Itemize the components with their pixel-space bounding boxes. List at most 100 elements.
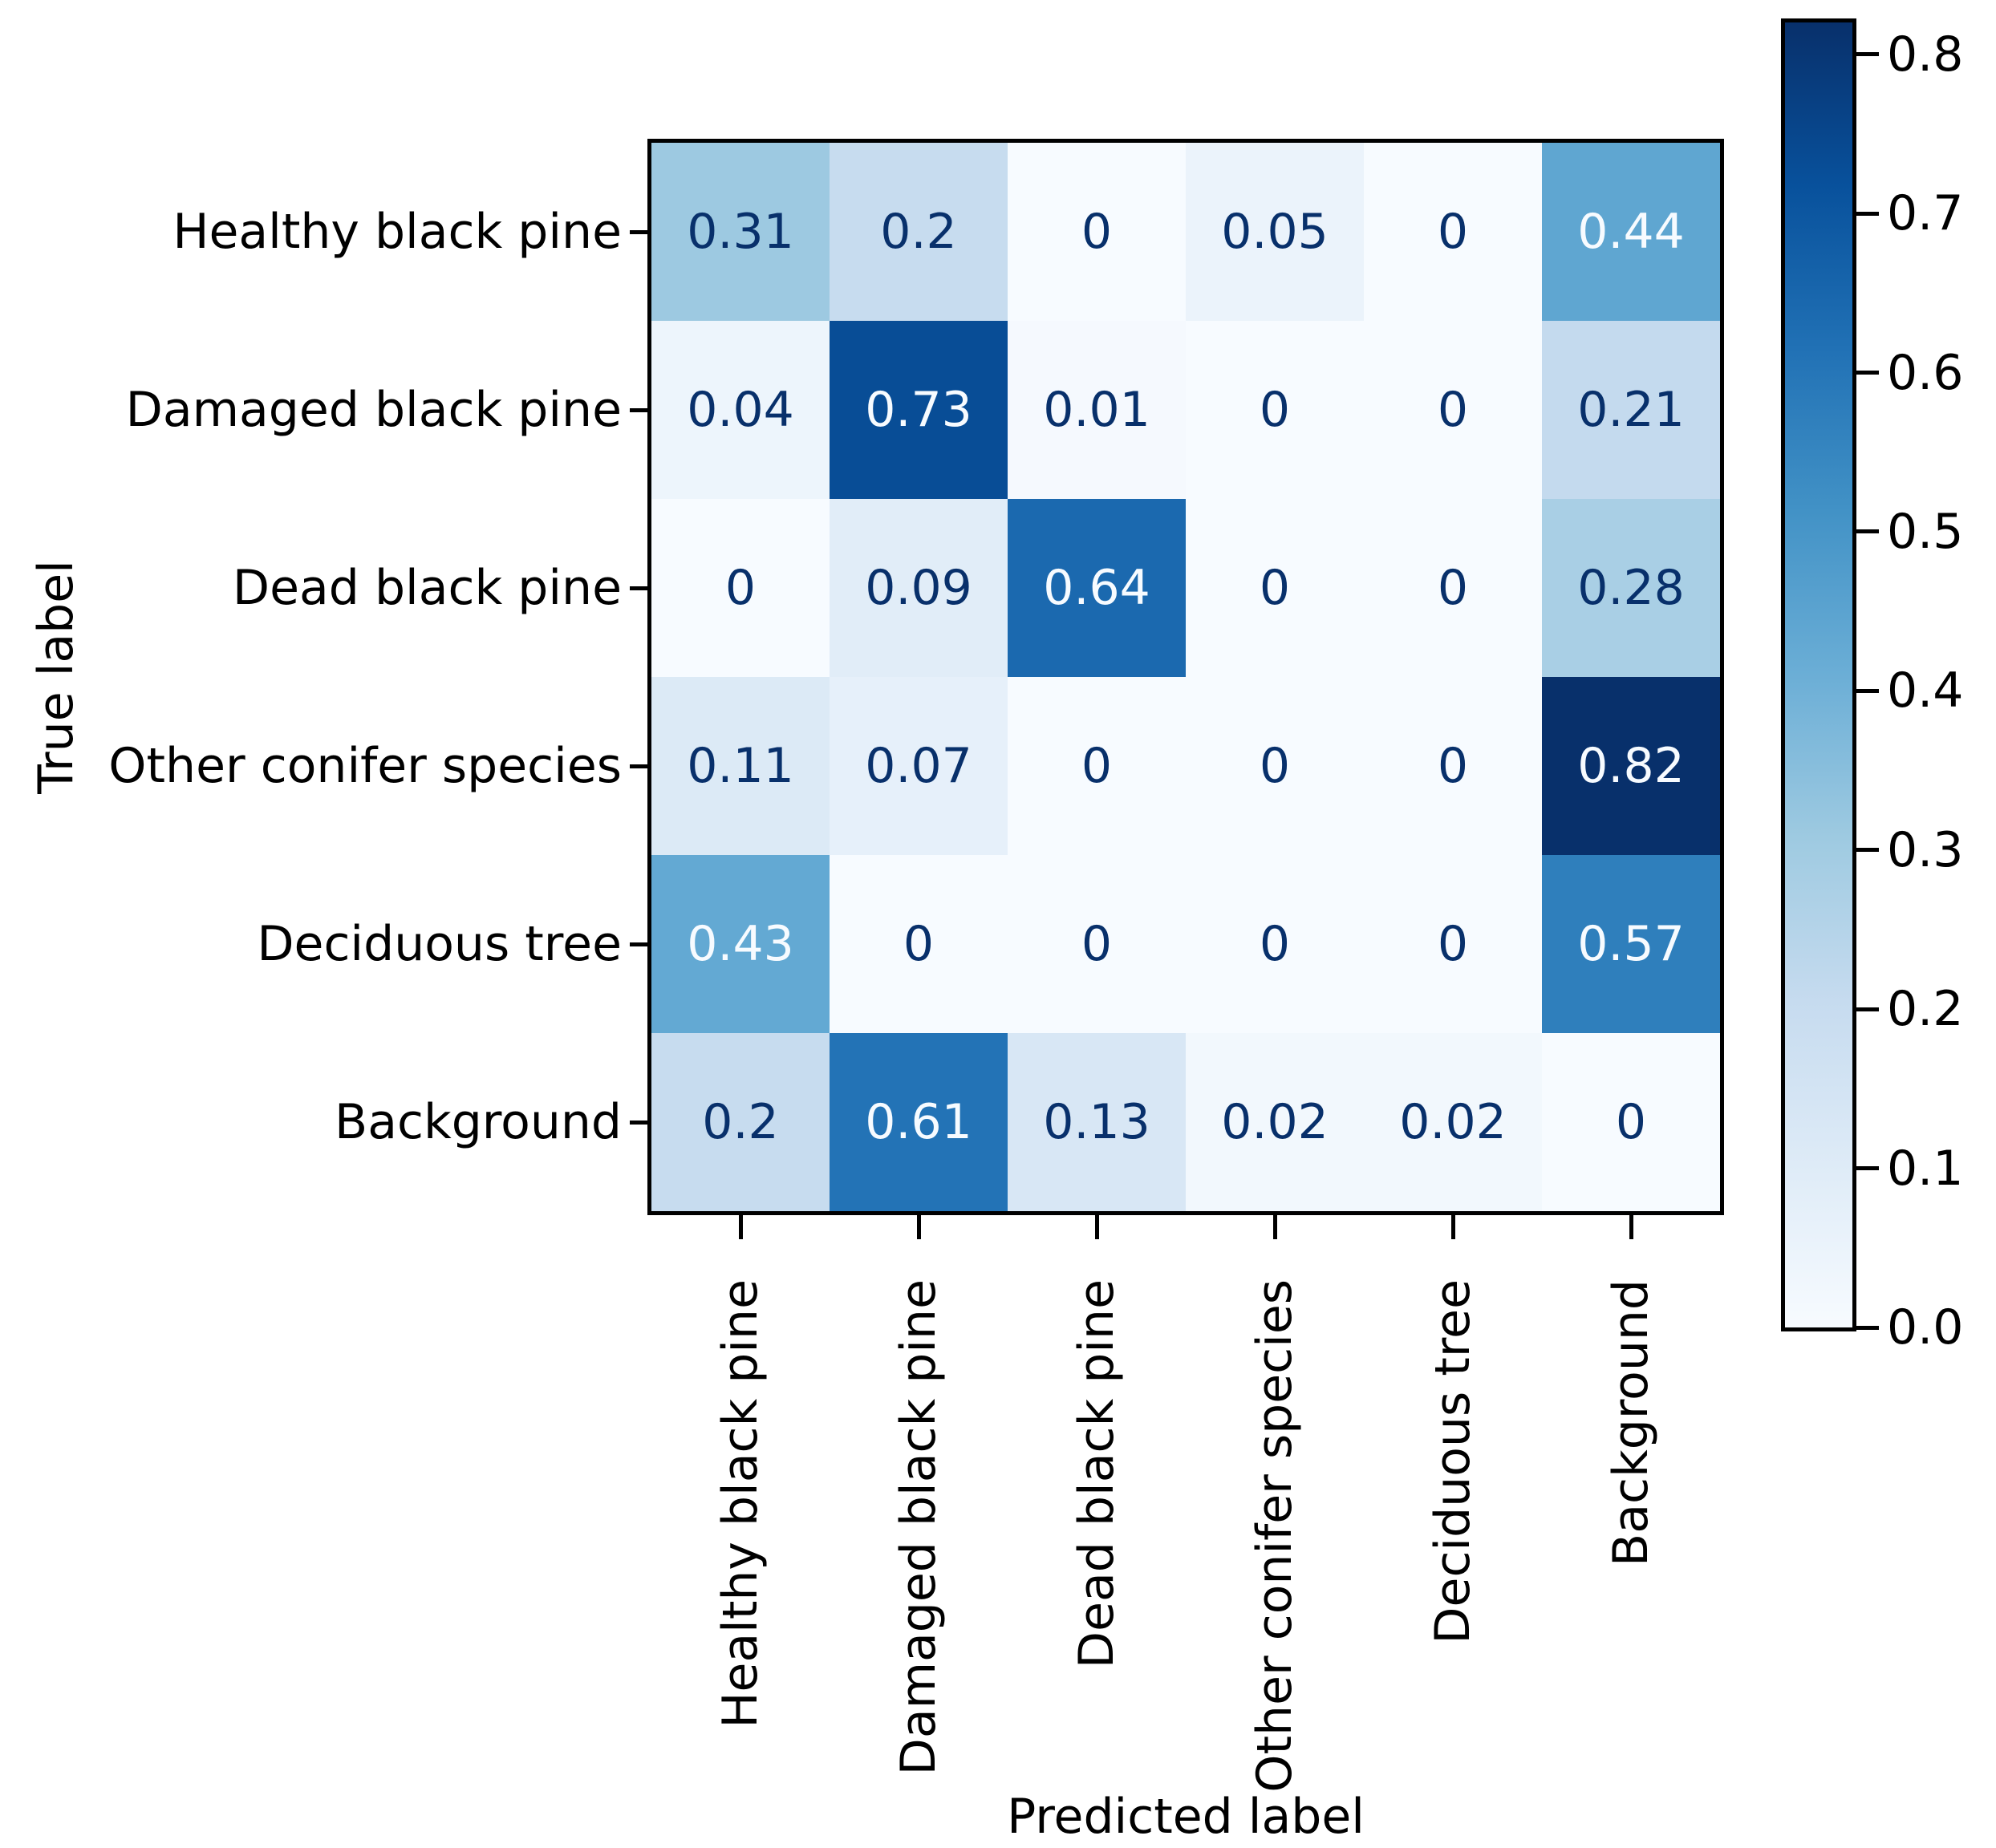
matrix-cell-value: 0	[724, 560, 757, 616]
matrix-cell-value: 0	[1259, 916, 1291, 972]
matrix-cell: 0	[1186, 677, 1364, 855]
y-tick-mark	[630, 229, 647, 234]
matrix-cell: 0.05	[1186, 143, 1364, 321]
matrix-cell-value: 0.2	[702, 1094, 779, 1150]
x-tick-mark	[738, 1215, 743, 1239]
matrix-cell-value: 0	[1081, 738, 1113, 794]
matrix-cell: 0.11	[651, 677, 830, 855]
matrix-cell-value: 0	[1259, 738, 1291, 794]
matrix-cell: 0	[1542, 1033, 1720, 1211]
matrix-cell-value: 0.82	[1577, 738, 1685, 794]
colorbar-tick-label: 0.3	[1887, 821, 1964, 878]
y-tick-label: Deciduous tree	[257, 916, 622, 972]
colorbar-tick-mark	[1856, 52, 1879, 57]
matrix-cell: 0.07	[830, 677, 1008, 855]
matrix-cell-value: 0	[1437, 560, 1469, 616]
matrix-cell-value: 0.05	[1221, 204, 1329, 260]
matrix-cell-value: 0	[1437, 204, 1469, 260]
matrix-cell-value: 0	[903, 916, 935, 972]
x-tick-mark	[1094, 1215, 1099, 1239]
matrix-cell: 0.44	[1542, 143, 1720, 321]
matrix-cell: 0.13	[1008, 1033, 1186, 1211]
matrix-cell-value: 0	[1437, 382, 1469, 438]
matrix-cell-value: 0.07	[865, 738, 972, 794]
y-tick-mark	[630, 764, 647, 768]
matrix-cell: 0.04	[651, 321, 830, 499]
colorbar-tick-mark	[1856, 529, 1879, 534]
x-tick-label: Damaged black pine	[890, 1279, 947, 1776]
colorbar-tick-label: 0.0	[1887, 1299, 1964, 1356]
matrix-cell-value: 0.04	[687, 382, 794, 438]
matrix-cell-value: 0.64	[1043, 560, 1150, 616]
matrix-cell: 0.61	[830, 1033, 1008, 1211]
matrix-cell: 0	[1364, 499, 1542, 677]
y-tick-mark	[630, 586, 647, 590]
y-tick-label: Other conifer species	[108, 738, 622, 794]
matrix-cell-value: 0.02	[1221, 1094, 1329, 1150]
matrix-grid: 0.31 0.2 0 0.05 0 0.44 0.04 0.73 0.01 0 0 0.21 0 0.09…	[651, 143, 1720, 1211]
y-tick-label: Damaged black pine	[125, 382, 622, 438]
matrix-cell: 0	[1364, 855, 1542, 1033]
matrix-cell-value: 0	[1615, 1094, 1647, 1150]
matrix-cell-value: 0.11	[687, 738, 794, 794]
y-tick-mark	[630, 407, 647, 412]
matrix-cell-value: 0.61	[865, 1094, 972, 1150]
colorbar	[1781, 18, 1856, 1331]
colorbar-tick-label: 0.5	[1887, 503, 1964, 560]
matrix-cell: 0	[1186, 855, 1364, 1033]
colorbar-tick-mark	[1856, 371, 1879, 375]
matrix-cell-value: 0	[1437, 916, 1469, 972]
colorbar-tick-label: 0.7	[1887, 185, 1964, 242]
y-tick-mark	[630, 1120, 647, 1125]
matrix-cell: 0	[1008, 143, 1186, 321]
matrix-plot-area: 0.31 0.2 0 0.05 0 0.44 0.04 0.73 0.01 0 0 0.21 0 0.09…	[647, 139, 1724, 1215]
x-tick-label: Background	[1603, 1279, 1659, 1566]
x-tick-label: Other conifer species	[1247, 1279, 1303, 1793]
colorbar-tick-mark	[1856, 688, 1879, 693]
colorbar-tick-mark	[1856, 1325, 1879, 1330]
x-tick-label: Dead black pine	[1069, 1279, 1125, 1669]
y-tick-label: Background	[335, 1094, 622, 1150]
matrix-cell: 0.28	[1542, 499, 1720, 677]
x-tick-mark	[1272, 1215, 1277, 1239]
matrix-cell-value: 0.44	[1577, 204, 1685, 260]
matrix-cell: 0	[1364, 143, 1542, 321]
matrix-cell-value: 0.43	[687, 916, 794, 972]
y-tick-label: Dead black pine	[232, 560, 622, 616]
matrix-cell-value: 0	[1081, 204, 1113, 260]
matrix-cell: 0	[1186, 321, 1364, 499]
matrix-cell-value: 0.2	[880, 204, 957, 260]
colorbar-tick-mark	[1856, 1166, 1879, 1171]
x-tick-mark	[1450, 1215, 1455, 1239]
matrix-cell-value: 0	[1437, 738, 1469, 794]
matrix-cell-value: 0.31	[687, 204, 794, 260]
matrix-cell-value: 0.02	[1399, 1094, 1507, 1150]
matrix-cell: 0	[1008, 855, 1186, 1033]
matrix-cell: 0	[1364, 321, 1542, 499]
colorbar-tick-label: 0.6	[1887, 344, 1964, 401]
y-tick-mark	[630, 942, 647, 946]
matrix-cell-value: 0.21	[1577, 382, 1685, 438]
matrix-cell: 0.21	[1542, 321, 1720, 499]
matrix-cell: 0.31	[651, 143, 830, 321]
matrix-cell-value: 0.13	[1043, 1094, 1150, 1150]
matrix-cell-value: 0.73	[865, 382, 972, 438]
matrix-cell: 0.43	[651, 855, 830, 1033]
matrix-cell: 0	[1008, 677, 1186, 855]
matrix-cell: 0.02	[1364, 1033, 1542, 1211]
x-axis-title: Predicted label	[1007, 1789, 1365, 1845]
y-tick-label: Healthy black pine	[172, 204, 622, 260]
colorbar-tick-mark	[1856, 848, 1879, 853]
x-tick-label: Healthy black pine	[712, 1279, 769, 1728]
colorbar-tick-label: 0.2	[1887, 981, 1964, 1038]
matrix-cell: 0.82	[1542, 677, 1720, 855]
colorbar-tick-label: 0.4	[1887, 663, 1964, 719]
x-tick-mark	[1629, 1215, 1633, 1239]
matrix-cell-value: 0.28	[1577, 560, 1685, 616]
colorbar-tick-label: 0.8	[1887, 26, 1964, 83]
matrix-cell: 0	[1364, 677, 1542, 855]
x-tick-mark	[916, 1215, 921, 1239]
colorbar-tick-label: 0.1	[1887, 1140, 1964, 1197]
matrix-cell-value: 0	[1081, 916, 1113, 972]
matrix-cell-value: 0.57	[1577, 916, 1685, 972]
